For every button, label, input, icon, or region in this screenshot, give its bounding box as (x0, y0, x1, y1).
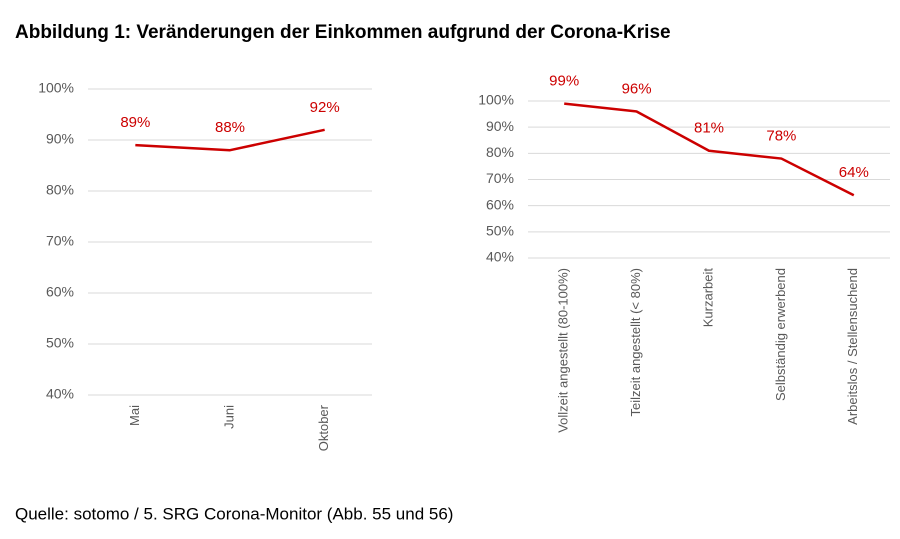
x-tick-label: Kurzarbeit (700, 268, 715, 328)
source-note: Quelle: sotomo / 5. SRG Corona-Monitor (… (15, 504, 453, 523)
value-label: 78% (766, 128, 796, 145)
y-tick-label: 50% (46, 335, 74, 351)
x-tick-label: Arbeitslos / Stellensuchend (845, 268, 860, 425)
data-line (564, 102, 855, 197)
value-label: 64% (839, 164, 869, 181)
y-tick-label: 60% (486, 196, 514, 212)
x-tick-label: Oktober (316, 404, 331, 451)
y-tick-label: 80% (486, 144, 514, 160)
y-tick-label: 50% (486, 223, 514, 239)
y-tick-label: 40% (486, 249, 514, 265)
figure-title: Abbildung 1: Veränderungen der Einkommen… (15, 22, 671, 43)
y-tick-label: 100% (38, 80, 74, 96)
y-tick-label: 90% (46, 131, 74, 147)
y-tick-label: 40% (46, 386, 74, 402)
x-tick-label: Selbständig erwerbend (773, 268, 788, 401)
data-line (135, 128, 325, 152)
y-tick-label: 60% (46, 284, 74, 300)
value-label: 89% (120, 114, 150, 131)
value-label: 81% (694, 120, 724, 137)
y-tick-label: 80% (46, 182, 74, 198)
x-tick-label: Teilzeit angestellt (< 80%) (628, 268, 643, 417)
value-label: 99% (549, 73, 579, 90)
y-tick-label: 100% (478, 92, 514, 108)
x-tick-label: Vollzeit angestellt (80-100%) (556, 268, 571, 433)
y-tick-label: 70% (486, 170, 514, 186)
x-tick-label: Juni (221, 405, 236, 429)
value-label: 96% (622, 80, 652, 97)
value-label: 92% (310, 99, 340, 116)
y-tick-label: 90% (486, 118, 514, 134)
y-tick-label: 70% (46, 233, 74, 249)
value-label: 88% (215, 119, 245, 136)
x-tick-label: Mai (127, 405, 142, 426)
